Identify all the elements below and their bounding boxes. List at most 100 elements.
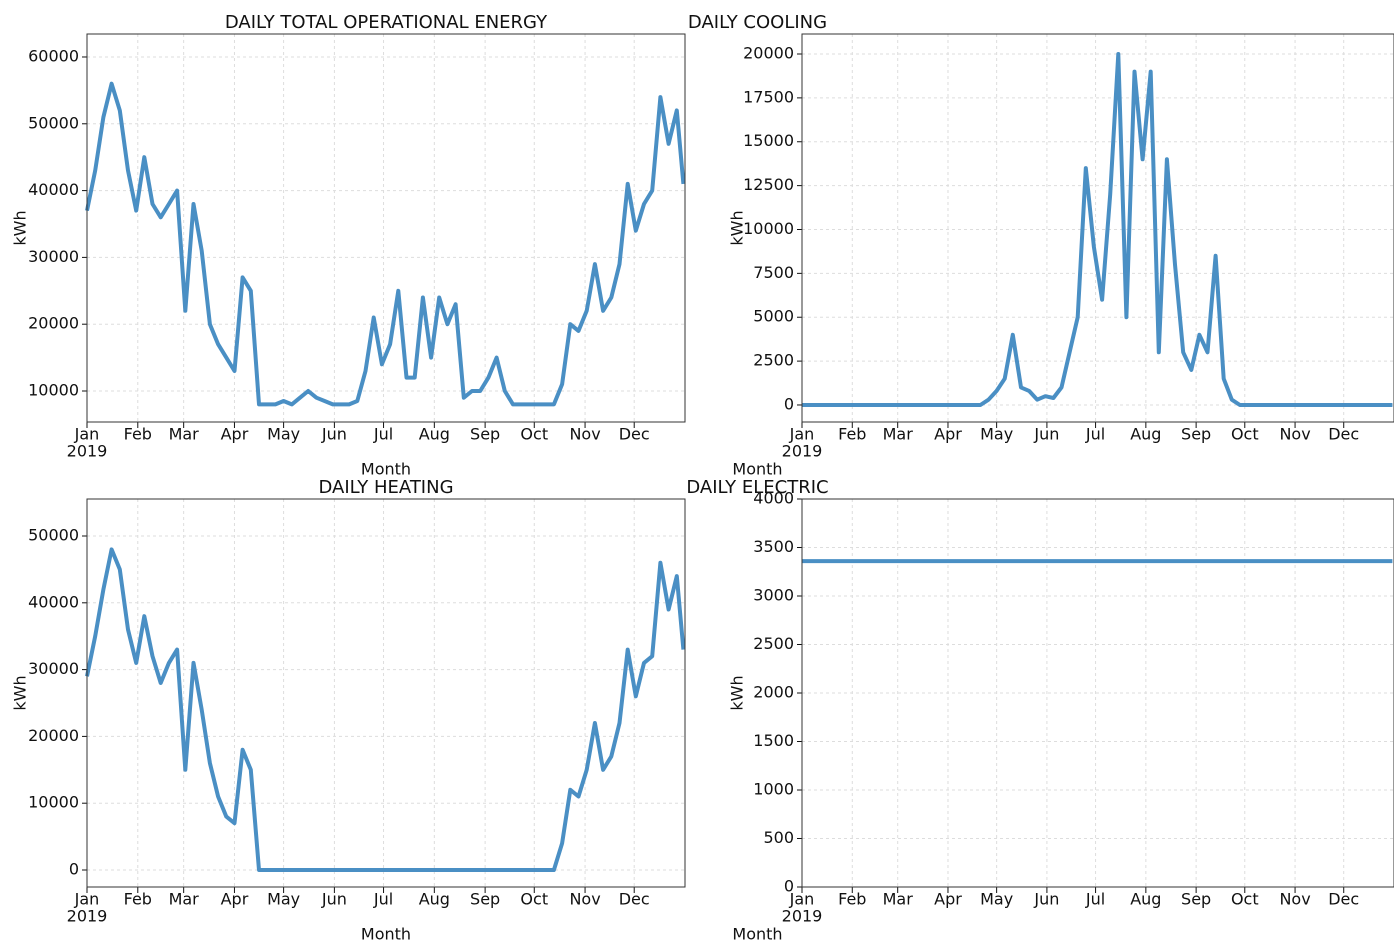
x-tick-label: Nov	[569, 425, 600, 444]
y-tick-label: 15000	[743, 131, 794, 150]
x-tick-label: Feb	[838, 890, 866, 909]
x-tick-label: Aug	[1130, 890, 1161, 909]
y-tick-label: 50000	[28, 526, 79, 545]
x-tick-label: May	[267, 890, 300, 909]
x-tick-label: Nov	[1279, 890, 1310, 909]
data-line	[802, 52, 1393, 407]
x-tick-label: Mar	[169, 425, 200, 444]
x-tick-label: May	[267, 425, 300, 444]
x-tick-label: Apr	[934, 425, 962, 444]
x-tick-label: Dec	[1328, 425, 1359, 444]
y-tick-label: 17500	[743, 87, 794, 106]
y-axis-label: kWh	[11, 675, 30, 710]
x-tick-label: Dec	[619, 425, 650, 444]
y-tick-label: 10000	[28, 381, 79, 400]
x-tick-label: Oct	[520, 425, 548, 444]
axes-frame	[801, 498, 1394, 888]
y-tick-label: 2500	[753, 351, 794, 370]
x-tick-label: May	[980, 425, 1013, 444]
x-axis-label: Month	[361, 925, 411, 944]
y-tick-label: 20000	[743, 44, 794, 63]
y-axis-label: kWh	[728, 210, 747, 245]
x-tick-label: Feb	[838, 425, 866, 444]
x-tick-label: Aug	[419, 890, 450, 909]
x-tick-label: Jul	[1085, 890, 1105, 909]
y-tick-label: 0	[69, 859, 79, 878]
x-tick-label: Feb	[124, 890, 152, 909]
y-tick-label: 7500	[753, 263, 794, 282]
x-tick-label: Jul	[373, 890, 393, 909]
y-tick-label: 20000	[28, 314, 79, 333]
x-axis-label: Month	[732, 460, 782, 479]
x-tick-label: Oct	[520, 890, 548, 909]
x-tick-label: Jan	[789, 890, 815, 909]
y-tick-label: 3500	[753, 537, 794, 556]
x-tick-label: Jul	[373, 425, 393, 444]
y-tick-label: 1000	[753, 780, 794, 799]
x-tick-label: Jan	[789, 425, 815, 444]
x-tick-label: Apr	[221, 890, 249, 909]
x-tick-label: Sep	[470, 425, 500, 444]
x-tick-label: Apr	[934, 890, 962, 909]
x-tick-label: Sep	[470, 890, 500, 909]
y-tick-label: 30000	[28, 247, 79, 266]
x-sublabel: 2019	[782, 907, 823, 926]
x-axis-label: Month	[732, 925, 782, 944]
y-tick-label: 40000	[28, 180, 79, 199]
y-tick-label: 50000	[28, 113, 79, 132]
chart-title: DAILY HEATING	[318, 477, 453, 498]
y-tick-label: 0	[784, 877, 794, 896]
x-tick-label: Mar	[883, 890, 914, 909]
x-sublabel: 2019	[67, 907, 108, 926]
y-tick-label: 30000	[28, 659, 79, 678]
y-tick-label: 4000	[753, 489, 794, 508]
data-line	[85, 81, 686, 407]
y-tick-label: 10000	[28, 793, 79, 812]
x-tick-label: Dec	[1328, 890, 1359, 909]
x-tick-label: Jun	[1033, 425, 1059, 444]
x-tick-label: Aug	[419, 425, 450, 444]
x-tick-label: Jun	[321, 890, 347, 909]
y-tick-label: 60000	[28, 46, 79, 65]
x-tick-label: Oct	[1231, 890, 1259, 909]
x-tick-label: Apr	[221, 425, 249, 444]
x-tick-label: Jun	[1033, 890, 1059, 909]
x-tick-label: Mar	[883, 425, 914, 444]
y-tick-label: 40000	[28, 592, 79, 611]
chart-title: DAILY COOLING	[688, 12, 827, 33]
x-tick-label: Mar	[169, 890, 200, 909]
y-tick-label: 20000	[28, 726, 79, 745]
x-tick-label: Jan	[74, 425, 100, 444]
chart-title: DAILY TOTAL OPERATIONAL ENERGY	[225, 12, 548, 33]
x-axis-label: Month	[361, 460, 411, 479]
x-tick-label: Aug	[1130, 425, 1161, 444]
chart-title: DAILY ELECTRIC	[686, 477, 828, 498]
axes-frame	[801, 33, 1394, 423]
x-tick-label: Jun	[321, 425, 347, 444]
x-tick-label: Sep	[1181, 425, 1211, 444]
y-axis-label: kWh	[728, 675, 747, 710]
axes-frame	[86, 33, 686, 423]
y-tick-label: 0	[784, 394, 794, 413]
data-line	[85, 547, 686, 872]
y-axis-label: kWh	[11, 210, 30, 245]
x-tick-label: Nov	[1279, 425, 1310, 444]
axes-frame	[86, 498, 686, 888]
y-tick-label: 500	[763, 828, 794, 847]
x-tick-label: Dec	[619, 890, 650, 909]
x-tick-label: May	[980, 890, 1013, 909]
y-tick-label: 1500	[753, 731, 794, 750]
y-tick-label: 2000	[753, 683, 794, 702]
x-tick-label: Jan	[74, 890, 100, 909]
y-tick-label: 10000	[743, 219, 794, 238]
x-tick-label: Feb	[124, 425, 152, 444]
x-sublabel: 2019	[67, 442, 108, 461]
x-sublabel: 2019	[782, 442, 823, 461]
y-tick-label: 2500	[753, 634, 794, 653]
y-tick-label: 3000	[753, 586, 794, 605]
x-tick-label: Jul	[1085, 425, 1105, 444]
x-tick-label: Nov	[569, 890, 600, 909]
x-tick-label: Sep	[1181, 890, 1211, 909]
y-tick-label: 5000	[753, 307, 794, 326]
